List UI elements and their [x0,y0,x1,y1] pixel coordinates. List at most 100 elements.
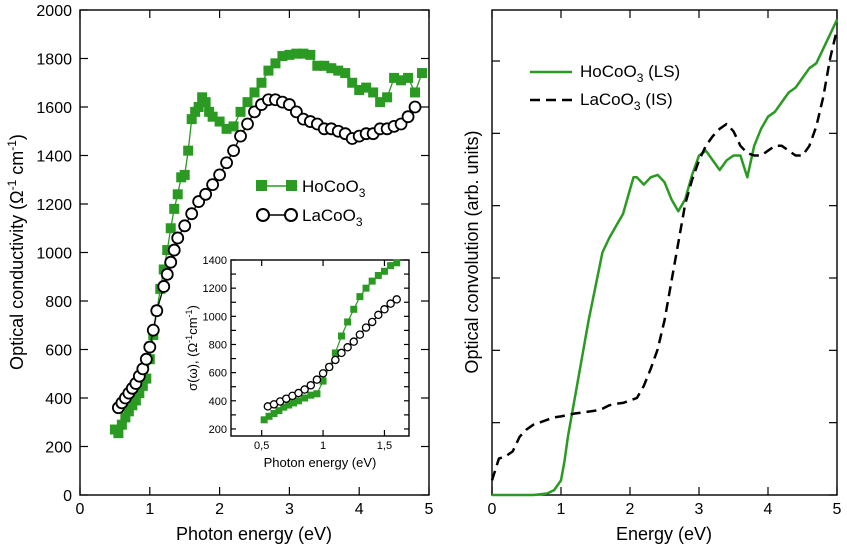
inset-data-point-lacoo3 [294,388,303,398]
data-point-lacoo3 [185,207,199,221]
data-point-hocoo3 [312,60,323,71]
data-point-hocoo3 [186,114,197,125]
data-point-hocoo3 [347,77,358,88]
x-tick-label: 5 [833,501,842,518]
inset-y-tick-label: 1000 [203,311,227,323]
legend-marker-hocoo3 [256,180,267,191]
inset-data-point-hocoo3 [260,416,268,424]
data-point-lacoo3 [199,187,213,201]
data-point-lacoo3 [401,110,415,124]
inset-data-point-lacoo3 [355,330,365,339]
data-point-hocoo3 [270,58,281,69]
inset-data-point-hocoo3 [374,271,382,279]
data-point-lacoo3 [146,323,160,337]
inset-y-tick-label: 1200 [203,283,227,295]
x-tick-label: 2 [215,501,224,518]
inset-data-point-lacoo3 [374,310,383,320]
inset-data-point-hocoo3 [393,259,401,267]
data-point-hocoo3 [130,395,141,406]
x-tick-label: 0 [488,501,497,518]
data-point-hocoo3 [256,77,267,88]
data-point-lacoo3 [164,255,178,269]
data-point-hocoo3 [116,419,127,430]
data-point-hocoo3 [162,245,173,256]
inset-x-tick-label: 1 [320,440,326,452]
legend-marker-lacoo3 [284,208,298,222]
y-tick-label: 1800 [36,52,72,69]
inset-data-point-hocoo3 [301,394,309,402]
inset-data-point-hocoo3 [350,305,358,313]
data-point-hocoo3 [354,85,365,96]
data-point-hocoo3 [277,51,288,62]
y-tick-label: 1400 [36,149,72,166]
data-point-hocoo3 [179,169,190,180]
inset-y-axis-label: σ(ω), (Ω-1cm-1) [184,305,200,391]
x-tick-label: 1 [557,501,566,518]
data-point-hocoo3 [120,412,131,423]
data-point-hocoo3 [141,373,152,384]
data-point-hocoo3 [326,63,337,74]
data-point-hocoo3 [333,65,344,76]
x-tick-label: 5 [425,501,434,518]
inset-data-point-lacoo3 [380,305,389,314]
data-point-hocoo3 [305,49,316,60]
data-point-hocoo3 [417,68,428,79]
inset-data-point-hocoo3 [387,262,395,270]
left-legend: HoCoO3 LaCoO3 [256,177,366,229]
x-tick-label: 1 [145,501,154,518]
legend-label-hocoo3-ls: HoCoO3 (LS) [580,62,680,85]
data-point-hocoo3 [137,380,148,391]
inset-data-point-lacoo3 [349,337,359,346]
inset-data-point-lacoo3 [312,375,322,384]
data-point-hocoo3 [242,97,253,108]
data-point-hocoo3 [396,75,407,86]
inset-data-point-hocoo3 [280,403,288,411]
right-panel: 0 1 2 3 4 5 Energy (eV) Optical convolution (… [462,9,842,544]
data-point-hocoo3 [235,106,246,117]
data-point-hocoo3 [298,48,309,59]
data-point-hocoo3 [214,116,225,127]
data-point-hocoo3 [403,72,414,83]
inset-data-point-hocoo3 [295,397,303,405]
data-point-hocoo3 [368,87,379,98]
inset-data-point-lacoo3 [367,317,377,327]
inset-data-point-hocoo3 [275,407,283,415]
inset-data-point-lacoo3 [300,385,309,394]
inset-data-point-lacoo3 [386,299,395,308]
inset-x-tick-label: 1,5 [377,440,392,452]
inset-plot: 0,5 1 1,5 200 400 600 800 1000 1200 1400 Photon e… [184,255,410,470]
inset-data-point-hocoo3 [362,284,370,292]
inset-y-tick-label: 600 [209,368,227,380]
data-point-lacoo3 [139,352,153,366]
inset-y-tick-label: 400 [209,396,227,408]
y-tick-label: 0 [63,488,72,505]
right-plot-frame [491,9,838,496]
right-series-group [490,19,839,497]
data-point-hocoo3 [319,60,330,71]
data-point-hocoo3 [340,68,351,79]
data-point-lacoo3 [150,304,164,318]
data-point-lacoo3 [234,129,247,143]
y-tick-label: 1600 [36,100,72,117]
inset-series-group [260,259,401,424]
data-point-hocoo3 [193,102,204,112]
y-tick-label: 2000 [36,3,72,20]
data-point-hocoo3 [172,189,183,200]
data-point-lacoo3 [178,219,192,233]
inset-x-axis-label: Photon energy (eV) [264,455,377,470]
inset-data-point-hocoo3 [319,377,327,385]
inset-x-tick-label: 0,5 [254,440,269,452]
data-point-lacoo3 [227,144,240,158]
inset-axis-ticks: 0,5 1 1,5 200 400 600 800 1000 1200 1400 [203,255,409,452]
y-tick-label: 1000 [36,246,72,263]
x-tick-label: 2 [626,501,635,518]
data-point-lacoo3 [171,231,185,245]
inset-data-point-hocoo3 [265,412,273,420]
data-point-hocoo3 [284,49,295,60]
data-point-hocoo3 [207,111,218,122]
x-tick-label: 3 [285,501,294,518]
data-point-hocoo3 [410,87,421,98]
inset-data-point-lacoo3 [343,343,352,352]
right-x-axis-label: Energy (eV) [616,524,712,544]
y-tick-label: 400 [45,391,72,408]
